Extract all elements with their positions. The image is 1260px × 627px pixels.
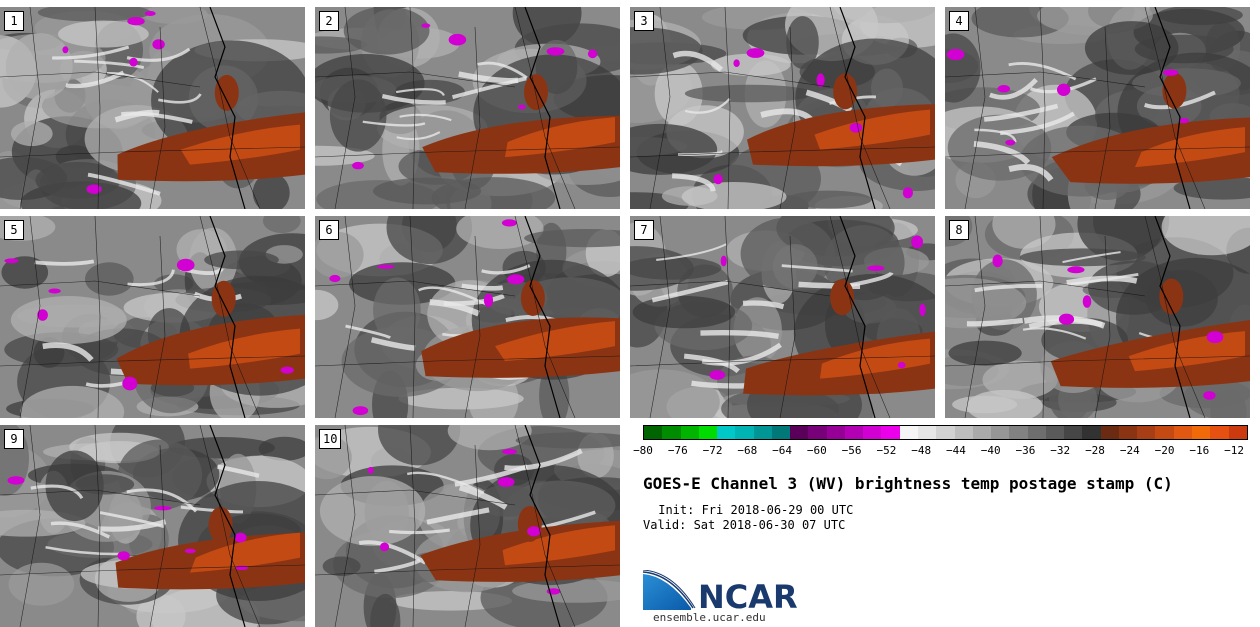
panel-number: 3 [634, 11, 654, 31]
colorbar-swatch [1118, 426, 1138, 439]
water-vapor-imagery [945, 216, 1250, 418]
colorbar-swatch [826, 426, 845, 439]
water-vapor-imagery [0, 216, 305, 418]
colorbar-tick-label: −40 [980, 444, 1001, 457]
colorbar-swatch [1191, 426, 1211, 439]
colorbar-tick-label: −16 [1189, 444, 1210, 457]
colorbar-swatch [991, 426, 1010, 439]
colorbar-tick-label: −52 [876, 444, 897, 457]
colorbar-tick-label: −28 [1085, 444, 1105, 457]
panel-number: 2 [319, 11, 339, 31]
colorbar-swatch [1082, 426, 1101, 439]
colorbar-swatch [1027, 426, 1046, 439]
colorbar-tick-label: −68 [737, 444, 758, 457]
colorbar-swatch [972, 426, 992, 439]
colorbar-tick-label: −48 [911, 444, 932, 457]
colorbar-tick-labels: −80 −76 −72 −68 −64 −60 −56 −52 −48 −44 −40 −36 −32 −… [633, 444, 1248, 458]
water-vapor-imagery [630, 216, 935, 418]
postage-stamp-panel-8: 8 [945, 216, 1250, 418]
colorbar-swatch [1228, 426, 1247, 439]
postage-stamp-panel-9: 9 [0, 425, 305, 627]
colorbar-swatch [936, 426, 955, 439]
colorbar-swatch [753, 426, 772, 439]
colorbar-swatch [917, 426, 937, 439]
colorbar-swatch [954, 426, 973, 439]
panel-number: 4 [949, 11, 969, 31]
colorbar-swatch [790, 426, 809, 439]
panel-number: 8 [949, 220, 969, 240]
postage-stamp-panel-3: 3 [630, 7, 935, 209]
colorbar-swatch [1064, 426, 1083, 439]
colorbar-swatch [1210, 426, 1229, 439]
colorbar-swatch [1155, 426, 1174, 439]
colorbar-tick-label: −44 [945, 444, 966, 457]
colorbar-tick-label: −12 [1224, 444, 1245, 457]
colorbar-swatch [662, 426, 681, 439]
panel-number: 6 [319, 220, 339, 240]
colorbar-tick-label: −36 [1015, 444, 1036, 457]
water-vapor-imagery [0, 425, 305, 627]
panel-number: 10 [319, 429, 342, 449]
colorbar-swatch [1045, 426, 1065, 439]
colorbar-swatch [863, 426, 882, 439]
colorbar-swatch [1173, 426, 1192, 439]
water-vapor-imagery [315, 7, 620, 209]
colorbar-tick-label: −32 [1050, 444, 1071, 457]
figure-title: GOES-E Channel 3 (WV) brightness temp po… [643, 474, 1173, 493]
colorbar [643, 425, 1248, 440]
colorbar-tick-label: −56 [841, 444, 862, 457]
colorbar-swatch [881, 426, 900, 439]
panel-number: 9 [4, 429, 24, 449]
init-time: Init: Fri 2018-06-29 00 UTC [651, 503, 854, 517]
postage-stamp-panel-4: 4 [945, 7, 1250, 209]
colorbar-swatch [899, 426, 918, 439]
colorbar-swatch [1100, 426, 1119, 439]
water-vapor-imagery [630, 7, 935, 209]
colorbar-tick-label: −60 [806, 444, 827, 457]
postage-stamp-panel-7: 7 [630, 216, 935, 418]
logo-name: NCAR [698, 578, 798, 616]
postage-stamp-panel-10: 10 [315, 425, 620, 627]
panel-number: 5 [4, 220, 24, 240]
colorbar-tick-label: −72 [702, 444, 723, 457]
colorbar-swatch [717, 426, 736, 439]
colorbar-swatch [1009, 426, 1028, 439]
logo-url: ensemble.ucar.edu [653, 611, 766, 624]
colorbar-swatch [1137, 426, 1156, 439]
colorbar-tick-label: −76 [667, 444, 688, 457]
colorbar-swatch [698, 426, 718, 439]
panel-number: 1 [4, 11, 24, 31]
water-vapor-imagery [315, 216, 620, 418]
water-vapor-imagery [315, 425, 620, 627]
postage-stamp-panel-1: 1 [0, 7, 305, 209]
water-vapor-imagery [0, 7, 305, 209]
ncar-logo-icon [643, 570, 696, 610]
postage-stamp-panel-5: 5 [0, 216, 305, 418]
postage-stamp-panel-6: 6 [315, 216, 620, 418]
colorbar-swatch [644, 426, 663, 439]
colorbar-swatch [808, 426, 827, 439]
colorbar-tick-label: −80 [633, 444, 653, 457]
colorbar-swatch [771, 426, 791, 439]
colorbar-tick-label: −20 [1154, 444, 1175, 457]
valid-time: Valid: Sat 2018-06-30 07 UTC [643, 518, 846, 532]
colorbar-swatch [844, 426, 864, 439]
colorbar-swatch [680, 426, 699, 439]
colorbar-swatch [735, 426, 754, 439]
colorbar-tick-label: −24 [1119, 444, 1140, 457]
panel-number: 7 [634, 220, 654, 240]
postage-stamp-panel-2: 2 [315, 7, 620, 209]
colorbar-tick-label: −64 [772, 444, 793, 457]
water-vapor-imagery [945, 7, 1250, 209]
